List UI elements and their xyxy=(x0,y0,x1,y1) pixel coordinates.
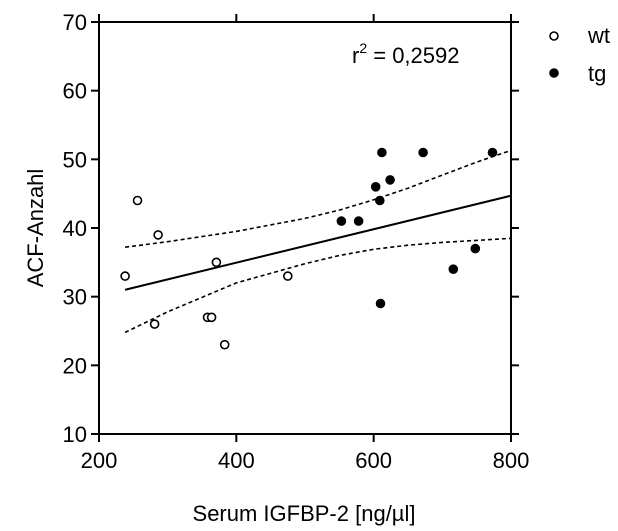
x-tick-label: 600 xyxy=(355,448,392,473)
data-points xyxy=(120,147,498,350)
data-point-tg xyxy=(374,195,385,206)
data-point-tg xyxy=(487,147,498,158)
legend-marker-wt xyxy=(549,31,559,41)
ci-lower-dashed-line xyxy=(124,237,512,334)
data-point-tg xyxy=(470,243,481,254)
regression-line xyxy=(124,194,512,291)
y-tick-label: 60 xyxy=(63,79,87,104)
data-point-tg xyxy=(377,147,387,158)
confidence-bands xyxy=(124,149,512,334)
regression-line-group xyxy=(124,194,512,291)
ci-upper-dashed-line xyxy=(124,149,512,248)
data-point-tg xyxy=(418,147,428,158)
data-point-tg xyxy=(375,298,386,309)
data-point-wt xyxy=(120,271,130,281)
legend-label-tg: tg xyxy=(588,61,606,86)
data-point-wt xyxy=(132,195,143,206)
r-squared-exponent: 2 xyxy=(359,40,367,56)
r-squared-annotation: r2 = 0,2592 xyxy=(352,40,460,68)
data-point-tg xyxy=(353,216,364,226)
x-axis-title: Serum IGFBP-2 [ng/µl] xyxy=(193,501,416,526)
data-point-tg xyxy=(385,175,395,185)
data-point-wt xyxy=(282,271,293,281)
x-tick-label: 800 xyxy=(493,448,530,473)
r-squared-value: = 0,2592 xyxy=(367,43,459,68)
data-point-tg xyxy=(448,264,459,275)
data-point-tg xyxy=(336,216,347,226)
y-tick-label: 70 xyxy=(63,10,87,35)
x-tick-label: 400 xyxy=(218,448,255,473)
y-tick-label: 50 xyxy=(63,147,87,172)
y-tick-label: 10 xyxy=(63,422,87,447)
y-tick-label: 20 xyxy=(63,353,87,378)
data-point-wt xyxy=(211,257,222,268)
r-squared-symbol: r xyxy=(352,43,359,68)
y-tick-label: 30 xyxy=(63,285,87,310)
y-tick-label: 40 xyxy=(63,216,87,241)
legend: wt tg xyxy=(549,23,610,86)
legend-label-wt: wt xyxy=(587,23,610,48)
legend-marker-tg xyxy=(549,68,559,78)
data-point-wt xyxy=(153,230,163,240)
data-point-wt xyxy=(206,312,217,323)
y-axis-title: ACF-Anzahl xyxy=(23,169,48,288)
data-point-tg xyxy=(370,182,381,192)
data-point-wt xyxy=(219,339,230,350)
x-tick-label: 200 xyxy=(81,448,118,473)
axes: 10 20 30 40 50 60 70 200 400 600 800 xyxy=(63,10,530,473)
data-point-wt xyxy=(149,319,160,329)
